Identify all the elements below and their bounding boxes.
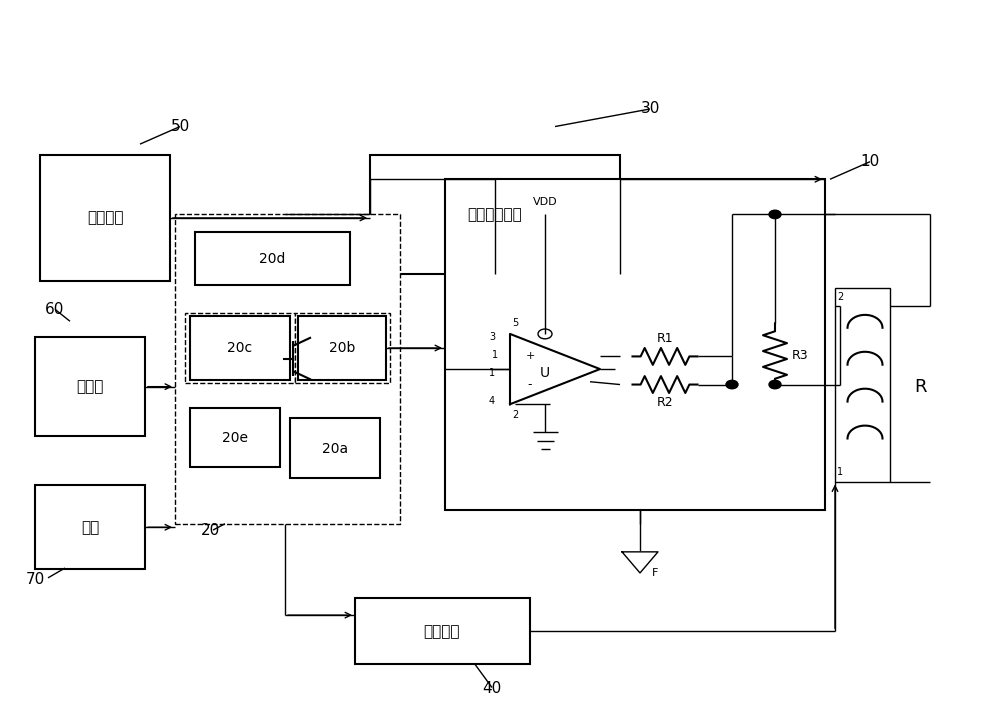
FancyBboxPatch shape [40, 155, 170, 281]
Circle shape [769, 210, 781, 219]
Text: VDD: VDD [533, 197, 557, 207]
Text: 1: 1 [837, 467, 843, 477]
Text: F: F [652, 568, 658, 578]
Text: 30: 30 [640, 101, 660, 117]
Text: 功率调整电路: 功率调整电路 [468, 207, 522, 222]
Text: -: - [528, 378, 532, 391]
Text: 保温电路: 保温电路 [424, 624, 460, 639]
Text: 按键: 按键 [81, 520, 99, 535]
Text: 1: 1 [489, 368, 495, 378]
Text: 20d: 20d [259, 252, 285, 266]
Text: 5: 5 [512, 318, 518, 328]
Text: R1: R1 [657, 333, 673, 345]
FancyBboxPatch shape [445, 179, 825, 510]
Text: 60: 60 [45, 302, 65, 317]
Text: 40: 40 [482, 681, 502, 697]
FancyBboxPatch shape [835, 288, 890, 482]
FancyBboxPatch shape [185, 313, 295, 383]
Text: 电源电路: 电源电路 [87, 210, 123, 226]
FancyBboxPatch shape [190, 408, 280, 467]
Text: 10: 10 [860, 154, 880, 169]
Circle shape [726, 380, 738, 389]
Text: 20c: 20c [227, 341, 253, 355]
Text: 20e: 20e [222, 431, 248, 445]
Text: 2: 2 [837, 292, 843, 302]
Polygon shape [622, 552, 658, 573]
FancyBboxPatch shape [370, 155, 620, 274]
FancyBboxPatch shape [35, 485, 145, 569]
Text: R: R [914, 378, 926, 396]
FancyBboxPatch shape [355, 598, 530, 664]
FancyBboxPatch shape [295, 313, 390, 383]
Text: 显示屏: 显示屏 [76, 379, 104, 394]
Text: 50: 50 [170, 119, 190, 134]
Text: 70: 70 [25, 572, 45, 588]
FancyBboxPatch shape [290, 418, 380, 478]
FancyBboxPatch shape [298, 316, 386, 380]
FancyBboxPatch shape [195, 232, 350, 285]
Text: 20a: 20a [322, 441, 348, 456]
Text: 4: 4 [489, 396, 495, 406]
Text: R3: R3 [792, 349, 808, 361]
Text: 1: 1 [492, 350, 498, 360]
FancyBboxPatch shape [175, 214, 400, 524]
Text: 3: 3 [489, 333, 495, 342]
FancyBboxPatch shape [35, 337, 145, 436]
Text: U: U [540, 366, 550, 380]
Circle shape [769, 380, 781, 389]
Text: 2: 2 [512, 410, 518, 420]
FancyBboxPatch shape [190, 316, 290, 380]
Text: +: + [525, 352, 535, 361]
Text: 20: 20 [200, 523, 220, 538]
Text: 20b: 20b [329, 341, 355, 355]
Text: R2: R2 [657, 396, 673, 408]
